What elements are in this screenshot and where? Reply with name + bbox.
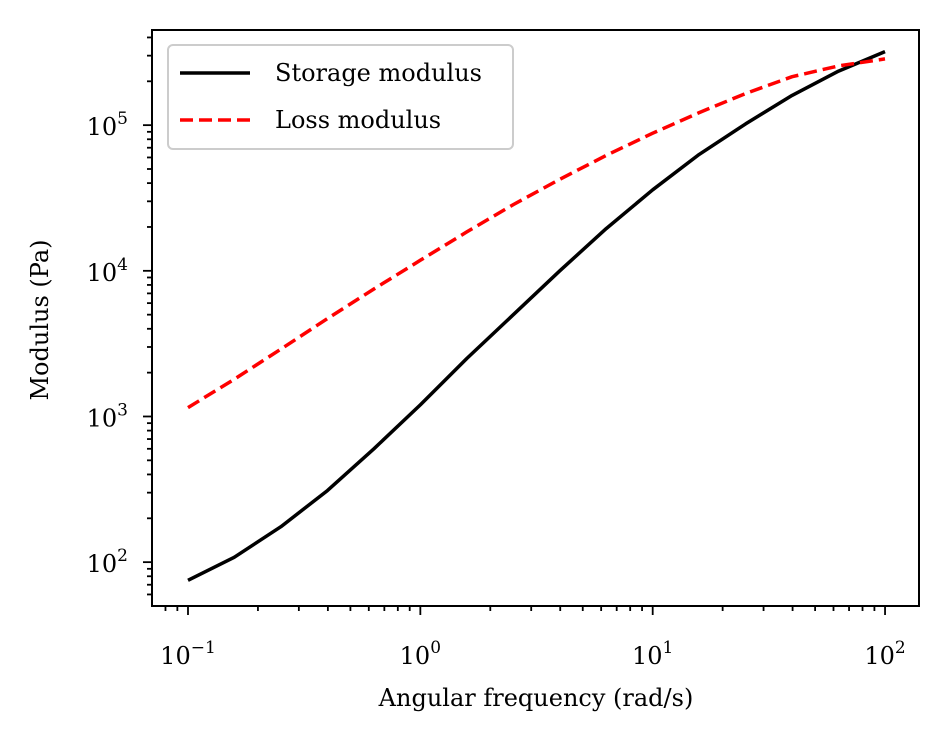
y-tick-labels: 102 103 104 105 bbox=[87, 109, 128, 578]
x-tick-label: 100 bbox=[400, 638, 441, 670]
x-tick-label: 10−1 bbox=[160, 638, 216, 670]
x-tick-label: 102 bbox=[864, 638, 905, 670]
y-tick-label: 103 bbox=[87, 400, 128, 432]
y-tick-label: 102 bbox=[87, 546, 128, 578]
series-line-1 bbox=[187, 57, 886, 410]
series-line-0 bbox=[187, 49, 886, 582]
legend: Storage modulus Loss modulus bbox=[167, 44, 514, 150]
x-tick-label: 101 bbox=[632, 638, 673, 670]
y-tick-label: 105 bbox=[87, 109, 128, 141]
x-tick-labels: 10−1 100 101 102 bbox=[160, 638, 906, 670]
ticks-layer bbox=[143, 36, 886, 615]
legend-box bbox=[167, 44, 514, 150]
x-axis-label: Angular frequency (rad/s) bbox=[378, 684, 694, 712]
plot-frame bbox=[151, 29, 920, 607]
legend-label-loss-modulus: Loss modulus bbox=[275, 106, 441, 134]
y-axis-label: Modulus (Pa) bbox=[26, 239, 54, 400]
legend-label-storage-modulus: Storage modulus bbox=[275, 59, 482, 87]
y-tick-label: 104 bbox=[87, 255, 128, 287]
series-layer bbox=[187, 49, 886, 582]
